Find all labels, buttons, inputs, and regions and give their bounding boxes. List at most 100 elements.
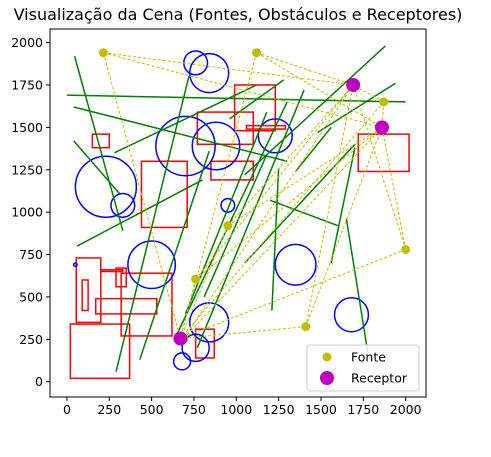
green-line-18 (345, 218, 370, 357)
obstacle-rect-8 (91, 133, 111, 149)
obstacle-circle-6 (155, 115, 216, 177)
ray-path-20 (180, 326, 306, 339)
legend-label-receptor: Receptor (351, 371, 408, 386)
source-point-2 (379, 97, 389, 107)
ray-path-22 (183, 127, 383, 339)
ray-path-19 (305, 127, 383, 327)
ray-path-1 (103, 52, 383, 128)
green-line-15 (295, 126, 332, 172)
ray-path-12 (195, 84, 354, 280)
y-tick-label-5: 1250 (11, 162, 43, 177)
ray-path-4 (256, 52, 383, 128)
x-tick-label-3: 750 (182, 402, 206, 417)
obstacle-circle-1 (110, 192, 136, 218)
points-layer (98, 48, 411, 346)
obstacle-circle-0 (74, 155, 138, 218)
x-tick-label-5: 1250 (263, 402, 295, 417)
ray-path-15 (352, 84, 407, 250)
source-point-1 (252, 48, 262, 58)
obstacle-circle-7 (191, 121, 241, 171)
legend-frame (306, 344, 420, 392)
green-line-6 (115, 76, 190, 372)
y-tick-label-0: 0 (35, 374, 43, 389)
x-tick-label-0: 0 (63, 402, 71, 417)
green-line-0 (73, 55, 124, 232)
chart-title: Visualização da Cena (Fontes, Obstáculos… (14, 5, 463, 24)
ray-path-6 (352, 84, 384, 103)
obstacle-circle-11 (257, 118, 293, 154)
legend-marker-fonte (322, 352, 332, 362)
obstacle-circle-8 (220, 197, 236, 213)
y-tick-label-1: 250 (19, 332, 43, 347)
obstacle-rect-2 (81, 279, 89, 312)
x-tick-label-6: 1500 (305, 402, 337, 417)
plot-area (50, 29, 426, 397)
obstacle-circle-10 (188, 52, 230, 94)
x-axis: 0 250 500 750 1000 1250 1500 1750 2000 (63, 397, 422, 417)
x-tick-label-2: 500 (140, 402, 164, 417)
green-line-3 (73, 140, 121, 194)
x-tick-label-8: 2000 (390, 402, 422, 417)
green-line-11 (203, 154, 268, 298)
green-line-14 (271, 168, 280, 311)
source-point-4 (191, 274, 201, 284)
ray-paths-layer (102, 52, 407, 339)
x-tick-label-4: 1000 (220, 402, 252, 417)
receptor-point-2 (173, 331, 188, 346)
obstacle-rect-4 (120, 272, 173, 337)
x-tick-label-1: 250 (97, 402, 121, 417)
obstacle-rect-13 (245, 124, 287, 130)
ray-path-0 (103, 52, 354, 86)
ray-path-13 (195, 126, 383, 280)
green-line-19 (229, 79, 285, 120)
ray-path-10 (227, 126, 383, 227)
receptor-point-1 (374, 120, 389, 135)
ray-path-14 (179, 279, 197, 339)
green-line-13 (244, 45, 386, 176)
green-line-1 (66, 94, 406, 103)
green-line-16 (317, 82, 396, 134)
green-line-8 (176, 101, 288, 335)
green-line-17 (330, 147, 356, 264)
source-point-3 (223, 221, 233, 231)
y-tick-label-4: 1000 (11, 205, 43, 220)
y-tick-label-3: 750 (19, 247, 43, 262)
obstacle-circle-13 (333, 297, 370, 333)
obstacle-rect-10 (196, 111, 254, 146)
y-tick-label-2: 500 (19, 289, 43, 304)
green-line-2 (73, 106, 288, 163)
ray-path-21 (183, 84, 354, 339)
obstacle-rect-11 (210, 160, 254, 181)
green-line-7 (139, 150, 210, 360)
ray-path-3 (256, 52, 354, 86)
obstacle-rect-6 (100, 269, 124, 273)
plot-frame (49, 28, 427, 398)
obstacle-circle-14 (72, 262, 78, 268)
obstacle-rect-0 (69, 323, 131, 380)
legend-marker-receptor (320, 371, 334, 385)
plot-content (66, 45, 411, 380)
receptor-point-0 (346, 77, 361, 92)
legend: Fonte Receptor (306, 344, 420, 392)
ray-path-18 (305, 84, 354, 327)
ray-path-11 (179, 225, 229, 339)
obstacle-circle-5 (188, 302, 230, 343)
obstacle-rect-5 (115, 267, 127, 288)
y-tick-label-8: 2000 (11, 35, 43, 50)
obstacle-circle-12 (274, 243, 317, 286)
ray-path-8 (180, 101, 385, 339)
obstacle-rect-1 (75, 257, 102, 324)
ray-path-2 (102, 52, 181, 339)
y-tick-label-6: 1500 (11, 120, 43, 135)
ray-path-9 (227, 84, 354, 227)
obstacle-circle-2 (127, 240, 177, 290)
y-axis: 0 250 500 750 1000 1250 1500 1750 2000 (11, 35, 50, 389)
green-line-4 (76, 179, 203, 247)
source-point-6 (301, 322, 311, 332)
source-point-5 (401, 244, 411, 254)
source-point-0 (98, 48, 108, 58)
y-tick-label-7: 1750 (11, 77, 43, 92)
green-line-5 (114, 84, 257, 154)
x-tick-label-7: 1750 (347, 402, 379, 417)
